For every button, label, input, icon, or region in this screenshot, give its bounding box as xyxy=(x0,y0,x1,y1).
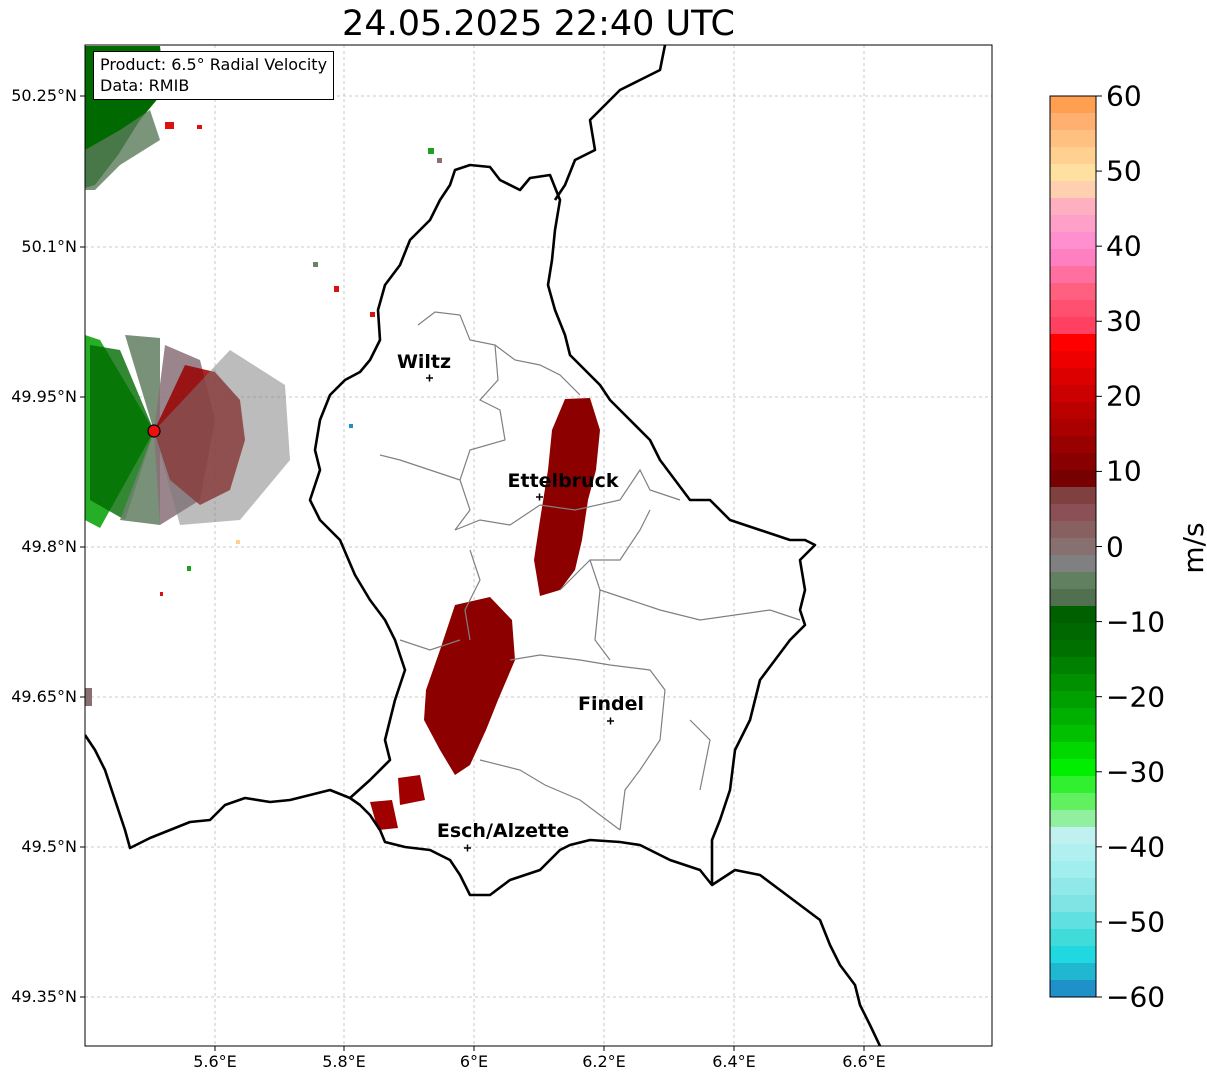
canton-line xyxy=(417,311,506,531)
echo-green-topleft-fringe xyxy=(85,110,160,190)
lat-tick-label: 49.65°N xyxy=(11,687,77,706)
city-marker-esch xyxy=(464,844,471,852)
echo-pixel xyxy=(85,688,92,706)
colorbar-tick-label: 50 xyxy=(1106,154,1142,188)
colorbar xyxy=(1049,95,1102,998)
colorbar-ticks xyxy=(1096,95,1102,998)
canton-line xyxy=(589,559,801,621)
echo-pixel xyxy=(370,312,375,317)
gridlines xyxy=(85,45,992,1046)
echo-pixel xyxy=(428,148,434,154)
echo-red-spot xyxy=(165,122,174,129)
belgium-border xyxy=(85,734,351,850)
canton-boundaries xyxy=(379,311,801,831)
lat-tick-label: 49.8°N xyxy=(21,537,77,556)
lat-tick-label: 49.5°N xyxy=(21,837,77,856)
lat-tick-label: 50.1°N xyxy=(21,237,77,256)
luxembourg-border xyxy=(308,163,817,897)
colorbar-tick-label: −60 xyxy=(1106,980,1166,1014)
city-markers xyxy=(426,374,614,852)
data-source-label: Data: RMIB xyxy=(100,76,190,95)
canton-line xyxy=(619,689,666,831)
echo-pixel xyxy=(160,592,163,596)
colorbar-tick-label: 0 xyxy=(1106,530,1124,563)
lon-tick-label: 6.2°E xyxy=(582,1052,626,1071)
echo-pixel xyxy=(187,566,191,571)
canton-line xyxy=(479,759,621,831)
canton-line xyxy=(559,509,651,591)
canton-line xyxy=(494,344,581,396)
lon-tick-label: 6.4°E xyxy=(712,1052,756,1071)
echo-pixel xyxy=(349,424,353,428)
echo-band-north xyxy=(534,398,600,596)
lon-tick-label: 5.6°E xyxy=(193,1052,237,1071)
colorbar-tick-label: −40 xyxy=(1106,830,1166,864)
lat-tick-label: 49.95°N xyxy=(11,387,77,406)
radar-site-marker xyxy=(147,424,161,438)
product-info-box: Product: 6.5° Radial Velocity Data: RMIB xyxy=(93,51,335,100)
echo-sweep-grey xyxy=(120,335,160,525)
colorbar-bar xyxy=(1049,95,1097,998)
echo-band-sw2 xyxy=(370,800,398,830)
france-border xyxy=(711,868,882,1046)
map-frame xyxy=(84,44,993,1047)
canton-line xyxy=(399,639,461,651)
lon-tick-label: 5.8°E xyxy=(322,1052,366,1071)
product-label: Product: 6.5° Radial Velocity xyxy=(100,55,328,74)
canton-line xyxy=(539,468,681,511)
radar-echoes xyxy=(85,46,600,830)
radar-site-icon xyxy=(147,424,161,438)
echo-sweep-fringe xyxy=(154,350,290,525)
city-marker-wiltz xyxy=(426,374,433,382)
axis-ticks xyxy=(80,95,865,1051)
colorbar-tick-label: 40 xyxy=(1106,229,1142,263)
echo-pixel xyxy=(313,262,318,267)
colorbar-tick-label: −30 xyxy=(1106,755,1166,789)
canton-line xyxy=(464,549,481,641)
city-label-esch: Esch/Alzette xyxy=(436,820,570,842)
colorbar-tick-label: 30 xyxy=(1106,304,1142,338)
echo-red-spot xyxy=(197,125,202,129)
colorbar-unit: m/s xyxy=(1177,522,1207,574)
city-marker-ettelbruck xyxy=(536,493,543,501)
colorbar-tick-label: 10 xyxy=(1106,454,1142,488)
colorbar-tick-label: −20 xyxy=(1106,680,1166,714)
colorbar-tick-label: 20 xyxy=(1106,379,1142,413)
colorbar-tick-label: 60 xyxy=(1106,79,1142,113)
city-label-findel: Findel xyxy=(577,693,645,715)
lon-tick-label: 6.6°E xyxy=(842,1052,886,1071)
city-marker-findel xyxy=(607,717,614,725)
echo-pixel xyxy=(236,540,240,544)
echo-pixel xyxy=(334,286,339,292)
germany-border xyxy=(553,45,667,201)
echo-pixel xyxy=(437,158,442,163)
colorbar-tick-label: −10 xyxy=(1106,605,1166,639)
page-title: 24.05.2025 22:40 UTC xyxy=(342,4,735,44)
canton-line xyxy=(454,504,541,531)
echo-band-sw xyxy=(398,775,425,805)
echo-band-south xyxy=(424,597,515,775)
canton-line xyxy=(379,454,461,481)
canton-line xyxy=(594,589,611,661)
canton-line xyxy=(689,719,711,791)
lat-tick-label: 49.35°N xyxy=(11,987,77,1006)
lon-tick-label: 6°E xyxy=(459,1052,489,1071)
city-label-ettelbruck: Ettelbruck xyxy=(507,470,619,492)
colorbar-tick-label: −50 xyxy=(1106,905,1166,939)
national-borders xyxy=(85,45,882,1046)
city-label-wiltz: Wiltz xyxy=(396,351,452,373)
lat-tick-label: 50.25°N xyxy=(11,86,77,105)
canton-line xyxy=(509,654,666,691)
